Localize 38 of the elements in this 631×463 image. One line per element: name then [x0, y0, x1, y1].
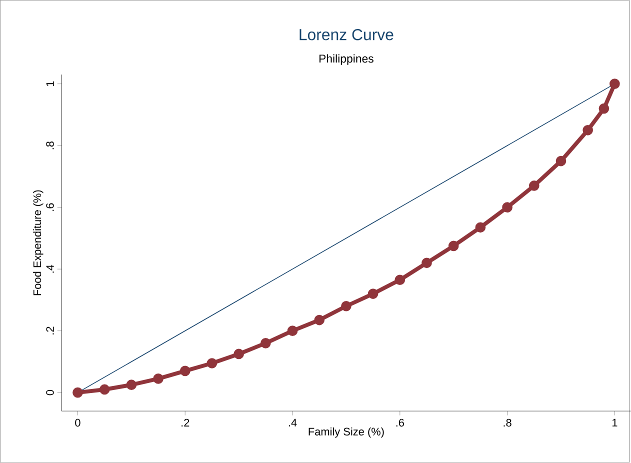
point — [448, 240, 459, 252]
point — [528, 180, 540, 192]
point — [598, 104, 610, 114]
x-tick-label: .8 — [504, 419, 512, 427]
y-axis-title: Food Expenditure (%) — [33, 190, 44, 296]
point — [260, 338, 271, 348]
point — [341, 301, 352, 312]
point — [502, 202, 512, 213]
point — [368, 288, 378, 300]
point — [126, 380, 137, 390]
point — [99, 384, 110, 395]
y-tick-label: .4 — [46, 264, 54, 273]
point — [610, 78, 620, 90]
chart-title: Lorenz Curve — [300, 29, 394, 40]
point — [234, 348, 244, 360]
point — [422, 258, 432, 268]
point — [582, 125, 594, 136]
y-tick-label: 1 — [46, 81, 54, 86]
point — [287, 326, 298, 336]
x-tick-label: .4 — [288, 419, 297, 427]
x-tick-label: .6 — [396, 419, 404, 427]
point — [556, 156, 566, 166]
point — [314, 314, 325, 326]
y-tick-label: .8 — [46, 142, 54, 150]
x-axis-title: Family Size (%) — [308, 428, 384, 438]
x-tick-label: .2 — [182, 419, 190, 427]
point — [72, 388, 83, 398]
point — [394, 274, 406, 286]
y-tick-label: 0 — [46, 390, 54, 396]
x-tick-label: 1 — [612, 419, 618, 427]
point — [206, 358, 218, 369]
point — [153, 374, 164, 384]
point — [475, 222, 486, 233]
chart-subtitle: Philippines — [319, 54, 374, 66]
point — [180, 366, 190, 376]
x-tick-label: 0 — [75, 419, 80, 427]
y-tick-label: .2 — [46, 326, 54, 335]
y-tick-label: .6 — [46, 203, 54, 212]
